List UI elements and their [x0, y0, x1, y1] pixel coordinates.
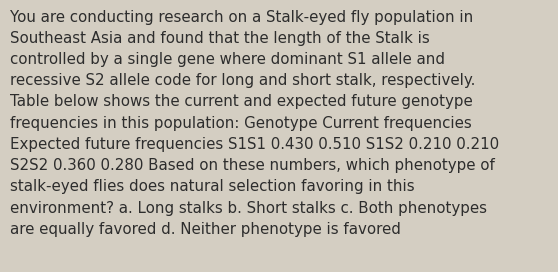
- Text: You are conducting research on a Stalk-eyed fly population in
Southeast Asia and: You are conducting research on a Stalk-e…: [10, 10, 499, 237]
